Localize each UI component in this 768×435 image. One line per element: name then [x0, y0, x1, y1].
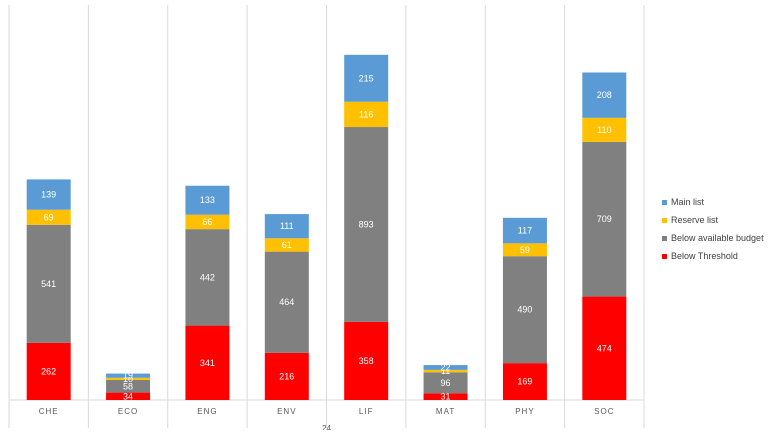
data-label: 11 [441, 366, 450, 376]
x-tick-label: ENV [277, 407, 296, 416]
data-label: 358 [359, 356, 374, 366]
bar-segment [106, 377, 151, 380]
bar-segment [582, 117, 627, 142]
data-label: 117 [518, 226, 532, 236]
bar-segment [264, 352, 309, 400]
bar-segment [185, 325, 230, 400]
legend-swatch [662, 235, 667, 241]
bar-segment [26, 209, 71, 225]
legend-swatch [662, 253, 667, 259]
x-tick-label: CHE [39, 407, 59, 416]
data-label: 22 [441, 362, 451, 372]
data-label: 34 [123, 391, 133, 401]
x-tick-label: MAT [436, 407, 455, 416]
bar-segment [106, 373, 151, 378]
data-label: 709 [597, 214, 612, 224]
bar-segment [582, 296, 627, 400]
bar-segment [185, 185, 230, 215]
data-label: 58 [123, 381, 133, 391]
data-label: 139 [41, 190, 56, 200]
bar-segment [26, 179, 71, 210]
data-label: 31 [441, 392, 451, 402]
legend-item-reserve-list: Reserve list [662, 211, 764, 229]
data-label: 169 [517, 377, 532, 387]
legend-item-main-list: Main list [662, 193, 764, 211]
bar-segment [502, 243, 547, 257]
data-label: 893 [359, 219, 374, 229]
bar-segment [26, 342, 71, 400]
legend-label: Main list [671, 197, 705, 207]
legend-swatch [662, 217, 667, 223]
bar-segment [423, 365, 468, 370]
x-tick-label: PHY [515, 407, 534, 416]
x-tick-label: ECO [118, 407, 138, 416]
legend-item-below-threshold: Below Threshold [662, 247, 764, 265]
bar-segment [502, 363, 547, 400]
data-label: 464 [279, 297, 294, 307]
bar-segment [344, 101, 389, 128]
data-label: 216 [279, 371, 294, 381]
data-label: 490 [517, 305, 532, 315]
bar-segment [106, 392, 151, 400]
legend: Main list Reserve list Below available b… [662, 193, 764, 265]
bar-segment [264, 214, 309, 239]
bar-segment [502, 256, 547, 364]
bar-segment [185, 214, 230, 230]
data-label: 116 [359, 109, 373, 119]
data-label: 442 [200, 272, 215, 282]
legend-swatch [662, 199, 667, 205]
data-label: 66 [202, 217, 212, 227]
x-tick-label: LIF [359, 407, 374, 416]
legend-label: Below available budget [671, 233, 764, 243]
data-label: 96 [441, 378, 451, 388]
legend-item-below-available-budget: Below available budget [662, 229, 764, 247]
data-label: 208 [597, 90, 612, 100]
data-label: 69 [44, 212, 54, 222]
legend-label: Below Threshold [671, 251, 738, 261]
data-label: 341 [200, 358, 215, 368]
data-label: 215 [359, 73, 374, 83]
data-label: 474 [597, 343, 612, 353]
x-tick-label: ENG [197, 407, 217, 416]
legend-label: Reserve list [671, 215, 719, 225]
bar-segment [423, 372, 468, 394]
bar-segment [582, 141, 627, 297]
bar-segment [502, 217, 547, 244]
data-label: 19 [123, 371, 133, 381]
bar-segment [344, 321, 389, 400]
data-label: 541 [41, 279, 56, 289]
data-label: 111 [280, 221, 294, 231]
bar-segment [344, 54, 389, 102]
data-label: 262 [41, 366, 56, 376]
data-label: 133 [200, 195, 215, 205]
bar-segment [185, 229, 230, 326]
bar-segment [106, 379, 151, 393]
bar-segment [423, 393, 468, 400]
data-label: 110 [597, 125, 611, 135]
bar-segment [423, 369, 468, 373]
bar-segment [582, 72, 627, 118]
bar-segment [264, 238, 309, 252]
data-label: 10 [123, 374, 133, 384]
x-tick-label: SOC [594, 407, 614, 416]
data-label: 59 [520, 245, 530, 255]
bar-segment [26, 224, 71, 343]
group-label: 24 [322, 424, 331, 430]
bar-segment [344, 127, 389, 322]
data-label: 61 [282, 240, 292, 250]
bar-segment [264, 251, 309, 353]
